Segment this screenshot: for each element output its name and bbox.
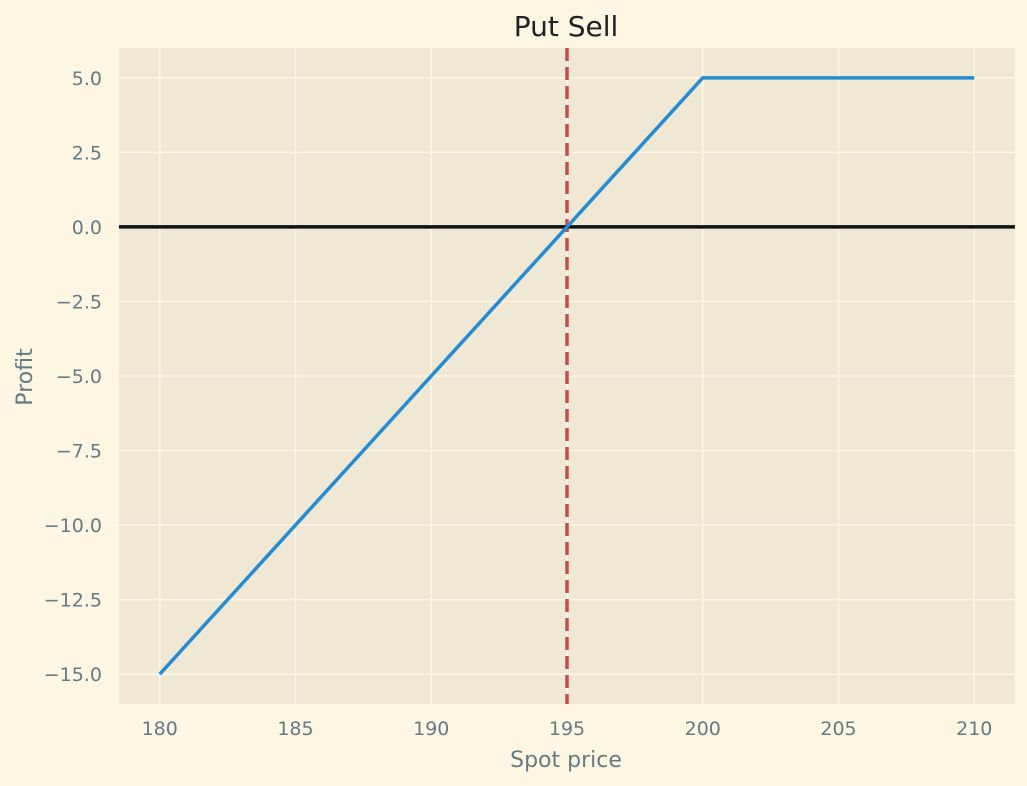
y-tick-label: −7.5 — [56, 441, 102, 463]
y-tick-label: −5.0 — [56, 366, 102, 388]
y-tick-label: 2.5 — [72, 142, 102, 164]
x-tick-label: 195 — [549, 718, 585, 740]
x-tick-label: 205 — [820, 718, 856, 740]
y-tick-label: 5.0 — [72, 68, 102, 90]
y-tick-label: −12.5 — [44, 590, 102, 612]
x-tick-label: 200 — [685, 718, 721, 740]
x-tick-label: 180 — [142, 718, 178, 740]
chart-title: Put Sell — [514, 10, 619, 43]
y-tick-label: −15.0 — [44, 664, 102, 686]
y-tick-label: 0.0 — [72, 217, 102, 239]
x-tick-label: 210 — [956, 718, 992, 740]
y-tick-label: −10.0 — [44, 515, 102, 537]
x-tick-labels: 180 185 190 195 200 205 210 — [142, 718, 993, 740]
x-tick-label: 190 — [413, 718, 449, 740]
y-axis-label: Profit — [13, 348, 38, 406]
x-axis-label: Spot price — [510, 748, 622, 773]
x-tick-label: 185 — [277, 718, 313, 740]
series-lines — [158, 76, 975, 676]
y-tick-label: −2.5 — [56, 291, 102, 313]
profit-line — [158, 76, 975, 676]
y-tick-labels: 5.0 2.5 0.0 −2.5 −5.0 −7.5 −10.0 −12.5 −15.0 — [44, 68, 102, 686]
